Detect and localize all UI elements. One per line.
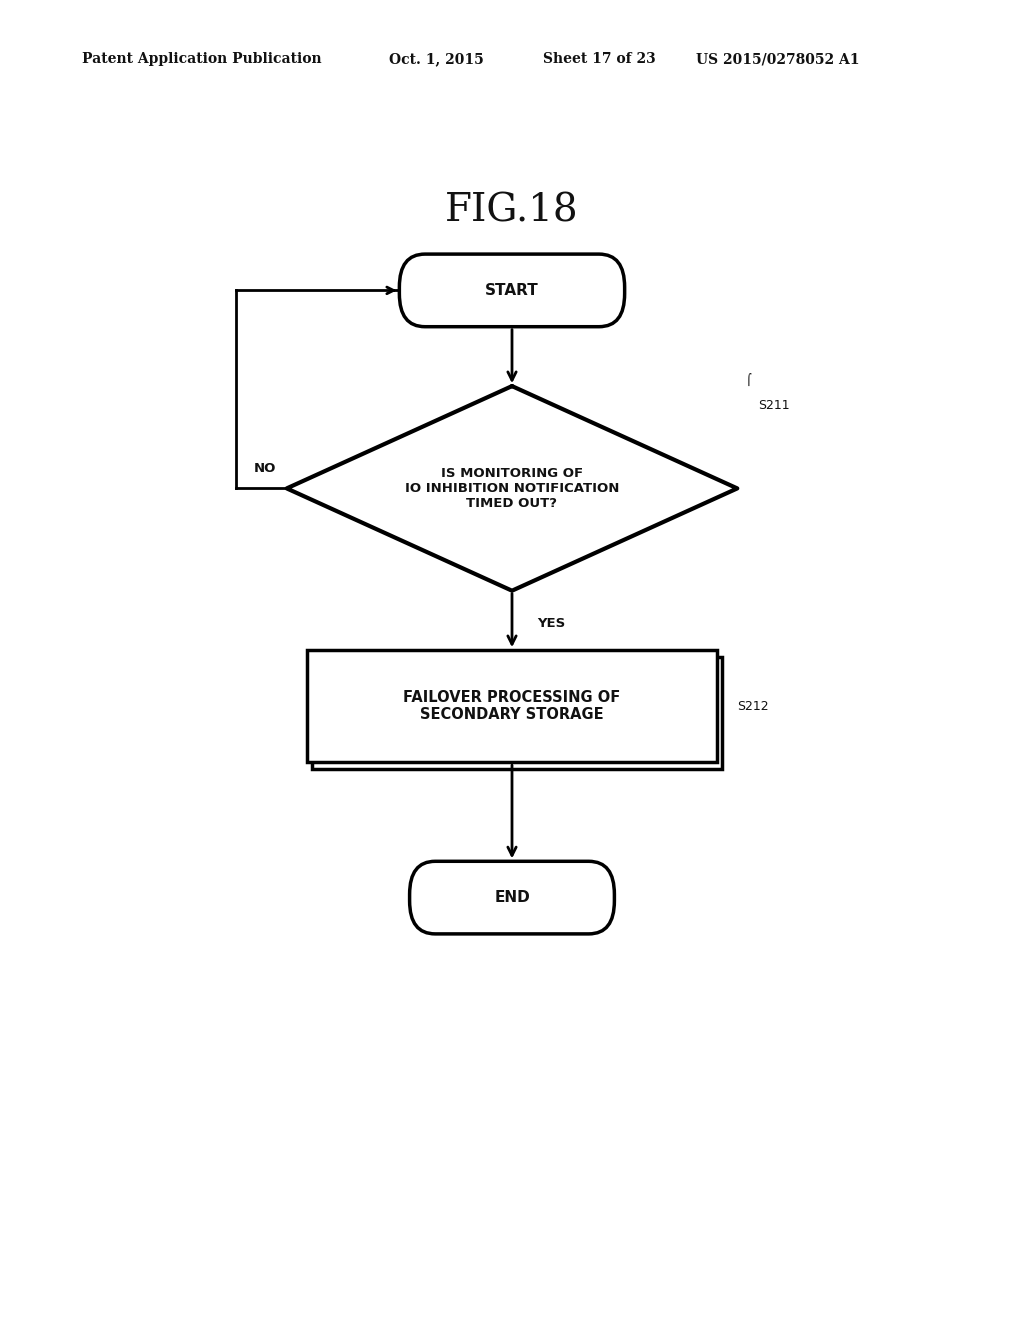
Bar bbox=[312, 656, 722, 768]
Bar bbox=[307, 649, 717, 762]
Text: US 2015/0278052 A1: US 2015/0278052 A1 bbox=[696, 53, 860, 66]
Text: FIG.18: FIG.18 bbox=[445, 193, 579, 230]
Text: S211: S211 bbox=[758, 399, 790, 412]
Text: IS MONITORING OF
IO INHIBITION NOTIFICATION
TIMED OUT?: IS MONITORING OF IO INHIBITION NOTIFICAT… bbox=[404, 467, 620, 510]
Text: Sheet 17 of 23: Sheet 17 of 23 bbox=[543, 53, 655, 66]
Text: Oct. 1, 2015: Oct. 1, 2015 bbox=[389, 53, 484, 66]
Text: FAILOVER PROCESSING OF
SECONDARY STORAGE: FAILOVER PROCESSING OF SECONDARY STORAGE bbox=[403, 690, 621, 722]
FancyBboxPatch shape bbox=[410, 862, 614, 935]
Text: YES: YES bbox=[538, 618, 566, 630]
Text: ⌠: ⌠ bbox=[745, 374, 752, 385]
Text: Patent Application Publication: Patent Application Publication bbox=[82, 53, 322, 66]
Text: START: START bbox=[485, 282, 539, 298]
Text: END: END bbox=[495, 890, 529, 906]
Polygon shape bbox=[287, 385, 737, 591]
FancyBboxPatch shape bbox=[399, 253, 625, 326]
Text: S212: S212 bbox=[737, 700, 769, 713]
Text: NO: NO bbox=[254, 462, 276, 475]
